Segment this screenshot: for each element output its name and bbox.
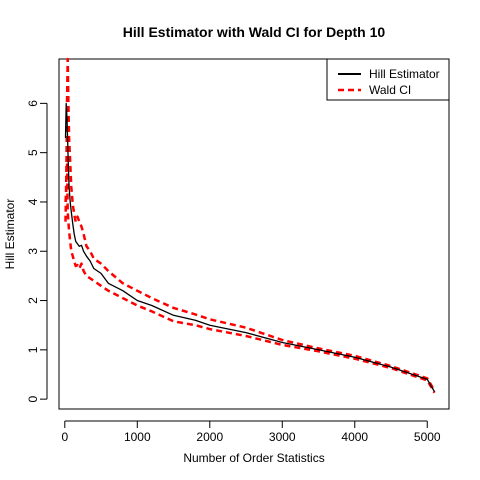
x-axis: 0 1000 2000 3000 4000 5000 <box>61 420 441 444</box>
y-tick-label: 5 <box>26 149 40 156</box>
hill-estimator-line <box>64 102 436 393</box>
wald-ci-lower-line <box>64 156 436 394</box>
y-tick-label: 4 <box>26 198 40 205</box>
y-tick-label: 6 <box>26 100 40 107</box>
y-tick-label: 0 <box>26 395 40 402</box>
legend: Hill Estimator Wald CI <box>326 58 450 101</box>
series-layer <box>64 57 436 394</box>
y-tick-label: 3 <box>26 248 40 255</box>
legend-label-wald: Wald CI <box>369 83 411 97</box>
x-tick-label: 2000 <box>196 430 223 444</box>
legend-label-hill: Hill Estimator <box>369 67 440 81</box>
wald-ci-upper-line <box>64 57 436 392</box>
y-tick-label: 1 <box>26 346 40 353</box>
plot-area-frame <box>58 58 450 410</box>
x-tick-label: 5000 <box>414 430 441 444</box>
x-tick-label: 3000 <box>269 430 296 444</box>
chart-title: Hill Estimator with Wald CI for Depth 10 <box>123 24 386 40</box>
x-tick-label: 4000 <box>341 430 368 444</box>
x-tick-label: 1000 <box>124 430 151 444</box>
x-axis-label: Number of Order Statistics <box>183 451 324 465</box>
y-axis-label: Hill Estimator <box>3 199 17 270</box>
y-tick-label: 2 <box>26 297 40 304</box>
y-axis: 0 1 2 3 4 5 6 <box>26 100 48 402</box>
x-tick-label: 0 <box>61 430 68 444</box>
legend-box <box>326 58 450 101</box>
